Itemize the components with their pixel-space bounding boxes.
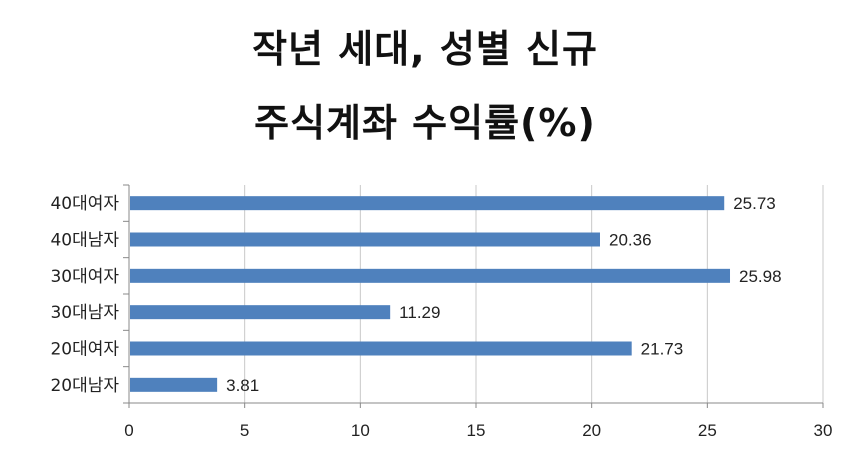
category-label-30대여자: 30대여자 bbox=[50, 267, 119, 287]
bar-40대남자 bbox=[130, 232, 600, 247]
x-tick-label-0: 0 bbox=[124, 421, 133, 440]
category-label-20대여자: 20대여자 bbox=[50, 340, 119, 360]
bar-20대여자 bbox=[130, 341, 632, 356]
x-tick-label-15: 15 bbox=[467, 421, 486, 440]
data-label-30대남자: 11.29 bbox=[399, 303, 440, 322]
bar-30대여자 bbox=[130, 268, 731, 283]
category-label-30대남자: 30대남자 bbox=[50, 303, 119, 323]
category-label-40대여자: 40대여자 bbox=[50, 194, 119, 214]
data-label-40대남자: 20.36 bbox=[609, 231, 652, 250]
bar-40대여자 bbox=[130, 196, 725, 211]
x-tick-label-5: 5 bbox=[240, 421, 249, 440]
axes: 0 5 10 15 20 25 30 40대여자 40대남자 30대여자 30대남자 20대여자 20대… bbox=[50, 184, 833, 440]
data-label-30대여자: 25.98 bbox=[739, 267, 782, 286]
category-label-40대남자: 40대남자 bbox=[50, 231, 119, 251]
chart-title-line1: 작년 세대, 성별 신규 bbox=[252, 27, 598, 71]
x-tick-label-20: 20 bbox=[582, 421, 601, 440]
data-label-20대여자: 21.73 bbox=[641, 340, 684, 359]
x-tick-label-10: 10 bbox=[351, 421, 370, 440]
chart-title-line2: 주식계좌 수익률(%) bbox=[254, 101, 596, 145]
bar-20대남자 bbox=[130, 377, 218, 392]
bar-30대남자 bbox=[130, 305, 391, 320]
x-tick-label-25: 25 bbox=[698, 421, 717, 440]
x-tick-label-30: 30 bbox=[814, 421, 833, 440]
bars: 25.73 20.36 25.98 11.29 21.73 3.81 bbox=[130, 194, 782, 395]
data-label-20대남자: 3.81 bbox=[226, 376, 259, 395]
category-label-20대남자: 20대남자 bbox=[50, 376, 119, 396]
gridlines bbox=[244, 185, 824, 403]
data-label-40대여자: 25.73 bbox=[733, 194, 776, 213]
